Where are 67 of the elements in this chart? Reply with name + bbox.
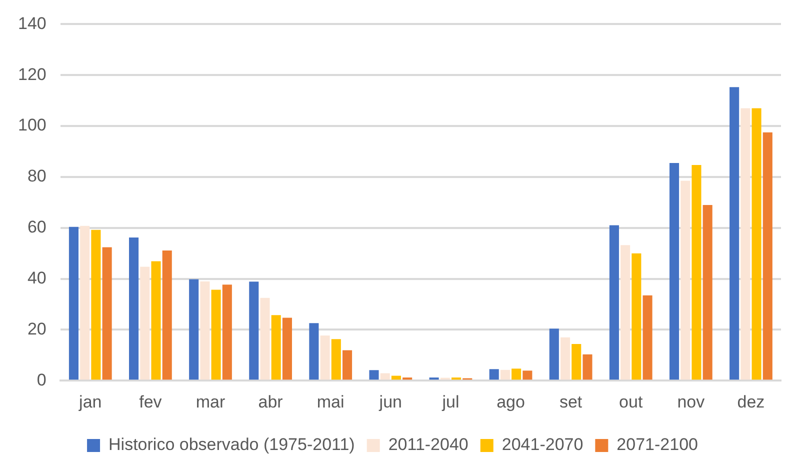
bar	[582, 354, 592, 380]
y-tick-label: 140	[18, 14, 46, 33]
legend-label: Historico observado (1975-2011)	[108, 435, 355, 454]
bar	[151, 261, 161, 380]
bar	[500, 370, 510, 380]
bar	[249, 282, 259, 380]
bar	[702, 204, 712, 380]
bar	[129, 238, 139, 380]
bar	[80, 226, 90, 380]
bar	[549, 328, 559, 380]
bar	[752, 108, 762, 380]
x-tick-label: dez	[737, 392, 765, 412]
bar	[369, 370, 379, 380]
x-tick-label: jun	[378, 392, 402, 412]
bar	[91, 230, 101, 380]
bar	[489, 369, 499, 380]
bar	[309, 323, 319, 380]
bar	[522, 370, 532, 380]
bar	[512, 368, 522, 380]
bar	[222, 284, 232, 380]
bar	[380, 373, 390, 380]
bar	[620, 245, 630, 380]
bar	[260, 298, 270, 380]
x-tick-label: mai	[316, 392, 344, 412]
bar	[68, 226, 79, 380]
y-tick-label: 60	[27, 218, 46, 237]
bar	[740, 108, 750, 380]
x-tick-label: set	[559, 392, 582, 412]
bar	[271, 315, 281, 380]
bar	[632, 253, 642, 380]
bar	[102, 247, 112, 380]
x-tick-label: jul	[441, 392, 460, 412]
bar	[572, 344, 582, 380]
bar	[642, 295, 652, 380]
bar	[560, 337, 570, 380]
legend-label: 2071-2100	[616, 435, 698, 454]
bar	[692, 164, 702, 380]
bar	[331, 339, 341, 380]
x-tick-label: out	[619, 392, 643, 412]
bar	[200, 281, 210, 380]
legend-label: 2011-2040	[388, 435, 468, 454]
bar	[320, 336, 330, 380]
y-tick-label: 120	[18, 64, 46, 84]
y-tick-label: 80	[27, 166, 46, 186]
y-tick-label: 100	[18, 116, 46, 135]
bar	[762, 132, 772, 380]
bar	[189, 279, 199, 380]
bar	[669, 162, 680, 380]
y-tick-label: 40	[27, 268, 46, 288]
bar	[282, 318, 292, 380]
x-tick-label: jan	[78, 392, 102, 412]
y-tick-label: 20	[27, 319, 46, 338]
bar	[391, 376, 401, 380]
x-tick-label: abr	[258, 392, 284, 412]
bar	[211, 290, 221, 380]
y-tick-label: 0	[36, 370, 46, 390]
bar	[730, 87, 740, 380]
x-tick-label: fev	[139, 392, 162, 412]
bar	[162, 250, 172, 380]
x-tick-label: mar	[196, 392, 226, 412]
x-tick-label: ago	[496, 392, 525, 412]
legend-label: 2041-2070	[502, 435, 584, 454]
bar	[609, 225, 619, 380]
bar	[342, 350, 352, 380]
bar	[140, 266, 150, 380]
bar	[680, 180, 690, 380]
x-tick-label: nov	[677, 392, 706, 412]
